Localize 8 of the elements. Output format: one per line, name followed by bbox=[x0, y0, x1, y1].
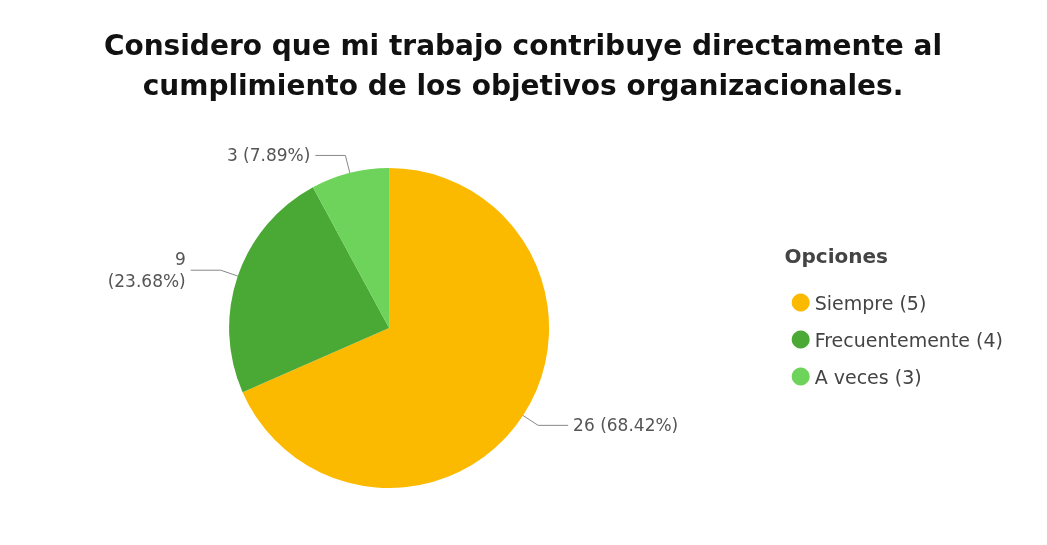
legend-label: Siempre (5) bbox=[814, 291, 927, 314]
legend-title: Opciones bbox=[784, 244, 889, 268]
chart-title: Considero que mi trabajo contribuye directamente al cumplimiento de los objetivos organizacionales. bbox=[103, 28, 943, 102]
data-label: 9 (23.68%) bbox=[107, 249, 186, 292]
data-label: 3 (7.89%) bbox=[226, 145, 311, 166]
data-label: 26 (68.42%) bbox=[573, 415, 679, 436]
legend-label: A veces (3) bbox=[814, 365, 922, 388]
legend-label: Frecuentemente (4) bbox=[814, 328, 1004, 351]
